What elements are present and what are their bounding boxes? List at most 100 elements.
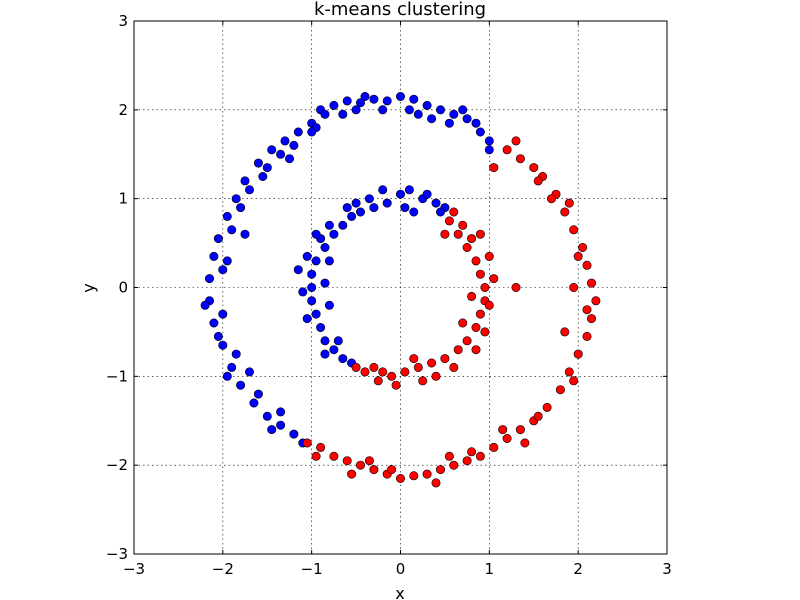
data-point (475, 451, 485, 461)
data-point (467, 234, 477, 244)
data-point (449, 460, 459, 470)
data-point (329, 345, 339, 355)
data-point (400, 367, 410, 377)
x-tick-label: 2 (573, 560, 583, 578)
data-point (378, 105, 388, 115)
chart-title: k-means clustering (314, 0, 486, 20)
data-point (395, 473, 405, 483)
data-point (311, 451, 321, 461)
data-point (449, 362, 459, 372)
data-point (342, 456, 352, 466)
data-point (378, 367, 388, 377)
data-point (369, 94, 379, 104)
data-point (440, 229, 450, 239)
data-point (276, 407, 286, 417)
x-tick-label: 1 (485, 560, 495, 578)
series-1 (302, 136, 601, 488)
y-tick-label: −1 (106, 367, 128, 385)
data-point (573, 349, 583, 359)
data-point (289, 429, 299, 439)
data-point (502, 433, 512, 443)
data-point (591, 296, 601, 306)
data-point (355, 460, 365, 470)
data-point (422, 100, 432, 110)
data-point (267, 425, 277, 435)
data-point (489, 442, 499, 452)
data-point (564, 367, 574, 377)
data-point (351, 362, 361, 372)
data-point (311, 309, 321, 319)
data-point (529, 163, 539, 173)
data-point (307, 282, 317, 292)
x-axis-label: x (395, 584, 404, 600)
data-point (213, 234, 223, 244)
data-point (347, 469, 357, 479)
data-point (262, 411, 272, 421)
data-point (475, 229, 485, 239)
y-tick-label: 1 (118, 190, 128, 208)
data-point (284, 154, 294, 164)
data-point (484, 251, 494, 261)
data-point (262, 163, 272, 173)
data-point (258, 172, 268, 182)
data-point (222, 256, 232, 266)
x-tick-label: −1 (301, 560, 323, 578)
data-point (307, 296, 317, 306)
x-tick-label: 0 (396, 560, 406, 578)
data-point (453, 229, 463, 239)
data-point (342, 96, 352, 106)
data-point (458, 318, 468, 328)
data-point (475, 309, 485, 319)
data-point (475, 127, 485, 137)
data-point (382, 96, 392, 106)
data-point (471, 345, 481, 355)
data-point (582, 305, 592, 315)
data-point (307, 269, 317, 279)
data-point (231, 349, 241, 359)
data-point (387, 371, 397, 381)
data-point (245, 185, 255, 195)
data-point (427, 358, 437, 368)
data-point (324, 256, 334, 266)
data-point (569, 282, 579, 292)
data-point (484, 300, 494, 310)
data-point (564, 198, 574, 208)
data-point (360, 92, 370, 102)
data-point (338, 354, 348, 364)
data-point (333, 336, 343, 346)
data-point (280, 136, 290, 146)
data-point (302, 438, 312, 448)
data-point (222, 211, 232, 221)
data-point (569, 225, 579, 235)
data-point (391, 380, 401, 390)
data-point (289, 140, 299, 150)
y-tick-label: −3 (106, 545, 128, 563)
data-point (338, 220, 348, 230)
data-point (484, 136, 494, 146)
data-point (462, 456, 472, 466)
data-point (293, 265, 303, 275)
data-point (555, 385, 565, 395)
data-point (320, 349, 330, 359)
data-point (440, 354, 450, 364)
data-point (320, 336, 330, 346)
data-point (338, 109, 348, 119)
data-point (307, 127, 317, 137)
data-point (342, 203, 352, 213)
data-point (364, 456, 374, 466)
data-point (227, 362, 237, 372)
data-point (444, 118, 454, 128)
data-point (404, 185, 414, 195)
data-point (395, 189, 405, 199)
data-point (302, 314, 312, 324)
data-point (360, 367, 370, 377)
data-point (218, 265, 228, 275)
data-point (462, 336, 472, 346)
data-point (409, 471, 419, 481)
x-tick-label: 3 (662, 560, 672, 578)
x-tick-label: −3 (123, 560, 145, 578)
data-point (449, 207, 459, 217)
data-points (200, 92, 601, 488)
data-point (209, 318, 219, 328)
data-point (586, 314, 596, 324)
